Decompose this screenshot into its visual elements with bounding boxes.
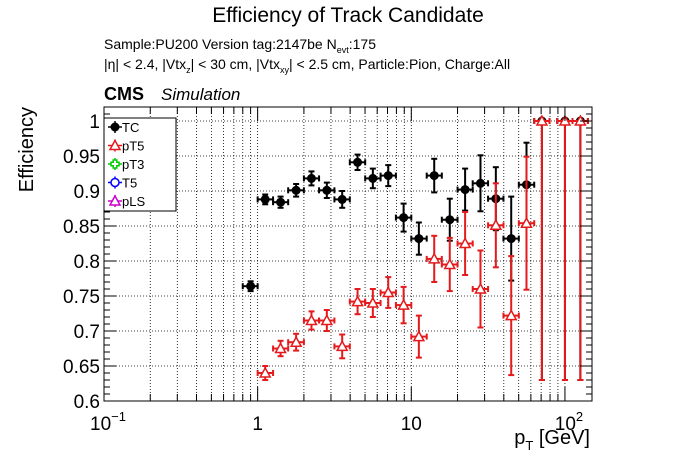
x-tick-label: 1 <box>252 414 263 435</box>
chart-subtitle-cuts: |η| < 2.4, |Vtxz| < 30 cm, |Vtxxy| < 2.5… <box>104 56 511 75</box>
data-point-TC <box>399 213 409 223</box>
y-tick-label: 0.75 <box>63 287 100 308</box>
legend-marker <box>110 177 120 188</box>
x-axis-label: pT [GeV] <box>514 427 590 453</box>
data-point-pT5 <box>274 341 287 354</box>
data-point-TC <box>337 194 347 204</box>
data-point-pT5 <box>397 298 410 310</box>
data-point-TC <box>368 173 378 183</box>
data-point-TC <box>429 171 439 181</box>
data-point-pT5 <box>504 309 518 321</box>
legend-label: pT3 <box>122 157 144 172</box>
legend-label: pLS <box>122 194 145 209</box>
data-point-TC <box>260 194 270 204</box>
legend-marker <box>108 138 122 151</box>
data-point-TC <box>306 173 316 183</box>
data-point-pT5 <box>443 257 457 270</box>
data-point-TC <box>445 215 455 225</box>
x-tick-exponent: 2 <box>576 409 583 424</box>
data-point-pT5 <box>535 114 549 126</box>
data-point-TC <box>460 185 470 195</box>
legend-marker <box>110 159 120 169</box>
x-tick-exponent: −1 <box>111 409 126 424</box>
data-point-TC <box>353 157 363 167</box>
chart-title: Efficiency of Track Candidate <box>212 4 484 27</box>
legend: TC pT5 pT3 T5 pLS <box>103 117 177 212</box>
y-tick-label: 0.65 <box>63 357 100 378</box>
data-point-TC <box>246 281 256 291</box>
y-tick-label: 0.95 <box>63 147 100 168</box>
legend-label: TC <box>122 120 139 135</box>
data-point-pT5 <box>258 366 272 378</box>
legend-marker <box>108 194 122 206</box>
data-point-pT5 <box>351 295 364 307</box>
legend-label: T5 <box>122 176 137 191</box>
data-point-TC <box>475 178 485 188</box>
data-point-TC <box>291 185 301 195</box>
y-tick-label: 0.8 <box>74 252 100 273</box>
data-point-TC <box>383 171 393 181</box>
subtitle-sample-text: Sample:PU200 Version tag:2147be N <box>104 36 337 52</box>
legend-marker <box>110 122 120 132</box>
y-tick-label: 0.7 <box>74 322 100 343</box>
series-layer <box>241 114 589 381</box>
data-point-pT5 <box>489 218 503 231</box>
y-tick-label: 0.85 <box>63 217 100 238</box>
data-point-pT5 <box>427 252 441 264</box>
y-tick-label: 1 <box>89 112 100 133</box>
subtitle-nevt-value: :175 <box>348 36 376 52</box>
data-point-pT5 <box>366 296 380 308</box>
data-point-pT5 <box>305 313 318 326</box>
legend-label: pT5 <box>122 139 144 154</box>
x-axis-label-sub: T <box>525 438 533 453</box>
simulation-label: Simulation <box>161 85 241 104</box>
grid-layer <box>103 107 592 402</box>
data-point-pT5 <box>412 330 426 342</box>
data-point-pT5 <box>474 282 487 294</box>
y-tick-label: 0.6 <box>74 392 100 413</box>
cms-label: CMS <box>104 84 144 104</box>
y-axis-label: Efficiency <box>16 107 38 192</box>
x-axis-label-unit: [GeV] <box>533 427 590 449</box>
data-point-TC <box>276 197 286 207</box>
data-point-pT5 <box>520 216 533 228</box>
x-tick-label: 10 <box>401 414 422 435</box>
data-point-TC <box>506 234 516 244</box>
subtitle-nevt-sub: evt <box>336 44 349 55</box>
data-point-pT5 <box>458 236 472 249</box>
data-point-TC <box>322 185 332 195</box>
data-point-pT5 <box>289 335 303 347</box>
chart-subtitle-sample: Sample:PU200 Version tag:2147be Nevt:175 <box>104 36 376 55</box>
data-point-pT5 <box>335 339 349 352</box>
data-point-pT5 <box>320 313 334 326</box>
y-tick-label: 0.9 <box>74 182 100 203</box>
series-pT5 <box>256 114 589 381</box>
data-point-pT5 <box>381 285 395 298</box>
data-point-TC <box>414 234 424 244</box>
